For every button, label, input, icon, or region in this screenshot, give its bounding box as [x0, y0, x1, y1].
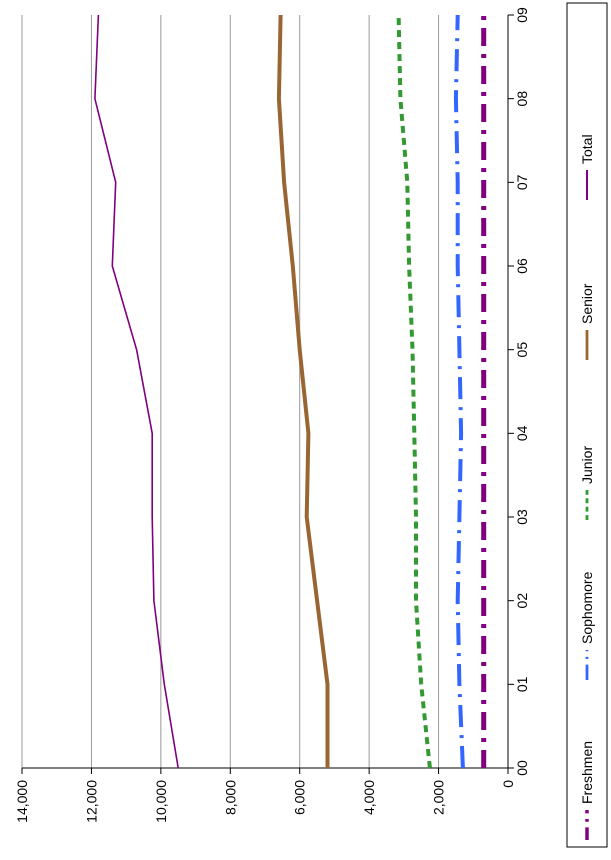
- category-tick-label: 08: [514, 91, 530, 107]
- legend-label-junior: Junior: [579, 446, 595, 484]
- value-tick-label: 0: [500, 780, 516, 788]
- series-lines: [94, 14, 487, 769]
- legend-label-freshmen: Freshmen: [579, 741, 595, 804]
- gridlines: [21, 15, 440, 768]
- category-tick-label: 05: [514, 342, 530, 358]
- category-tick-label: 02: [514, 593, 530, 609]
- category-tick-label: 00: [514, 760, 530, 776]
- axes: [21, 14, 514, 774]
- legend-label-senior: Senior: [579, 283, 595, 324]
- category-tick-label: 03: [514, 509, 530, 525]
- series-line-junior: [396, 14, 432, 769]
- value-tick-label: 12,000: [83, 780, 99, 823]
- value-tick-label: 2,000: [431, 780, 447, 815]
- tick-labels: 0 2,000 4,000 6,000 8,000 10,000 12,000 14,000 0…: [14, 7, 530, 823]
- category-tick-label: 01: [514, 676, 530, 692]
- series-line-total: [94, 14, 179, 769]
- value-tick-label: 14,000: [14, 780, 30, 823]
- series-line-sophomore: [453, 14, 465, 769]
- category-tick-label: 04: [514, 425, 530, 441]
- legend-label-total: Total: [579, 134, 595, 164]
- category-tick-label: 06: [514, 258, 530, 274]
- legend: Freshmen Sophomore Junior Senior Total: [566, 2, 608, 848]
- series-line-senior: [276, 14, 330, 768]
- value-tick-label: 6,000: [292, 780, 308, 815]
- value-tick-label: 4,000: [361, 780, 377, 815]
- legend-label-sophomore: Sophomore: [579, 571, 595, 644]
- category-tick-label: 07: [514, 174, 530, 190]
- legend-box: [566, 2, 608, 848]
- category-tick-label: 09: [514, 7, 530, 23]
- value-tick-label: 10,000: [153, 780, 169, 823]
- value-tick-label: 8,000: [222, 780, 238, 815]
